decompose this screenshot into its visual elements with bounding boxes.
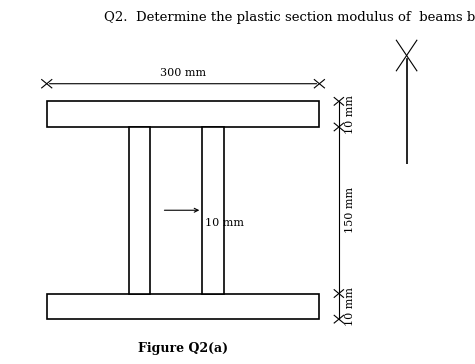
Text: 10 mm: 10 mm (205, 218, 244, 228)
Bar (129, 127, 150, 293)
Text: 150 mm: 150 mm (345, 187, 355, 233)
Text: Figure Q2(a): Figure Q2(a) (138, 341, 228, 355)
Text: Q2.  Determine the plastic section modulus of  beams below.: Q2. Determine the plastic section modulu… (104, 11, 475, 24)
Text: 300 mm: 300 mm (160, 68, 206, 78)
Bar (202, 127, 224, 293)
Text: 10 mm: 10 mm (345, 95, 355, 134)
Bar (47, 293, 319, 319)
Bar (47, 101, 319, 127)
Text: 10 mm: 10 mm (345, 287, 355, 326)
